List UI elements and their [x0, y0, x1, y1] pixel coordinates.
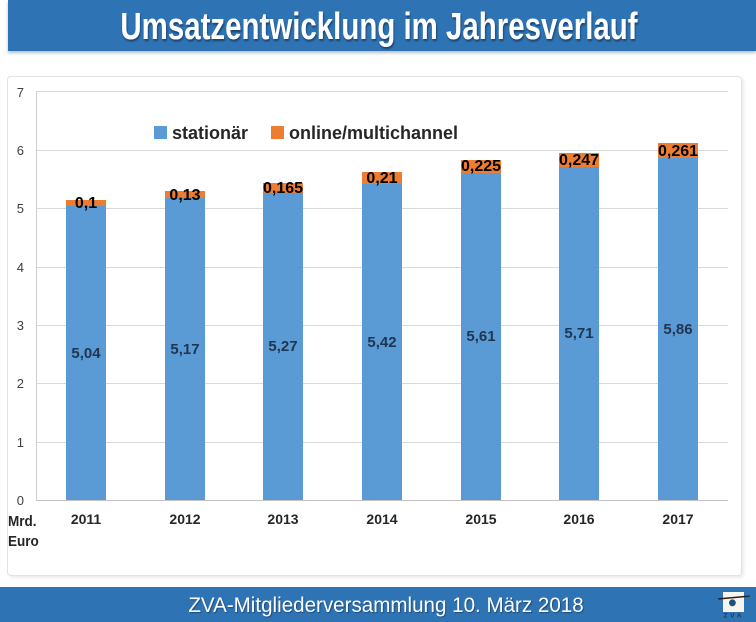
svg-text:Z V A: Z V A: [723, 613, 742, 620]
